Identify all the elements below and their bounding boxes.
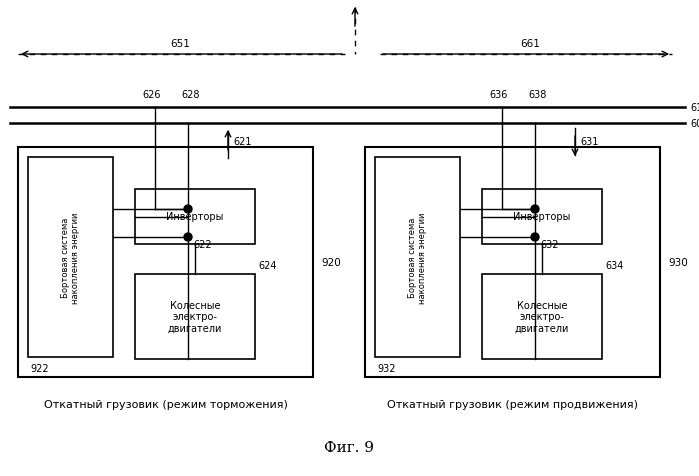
- Bar: [375, 158, 460, 357]
- Text: 626: 626: [143, 90, 161, 100]
- Bar: [482, 275, 602, 359]
- Text: 608: 608: [690, 119, 699, 129]
- Bar: [135, 275, 255, 359]
- Text: Инверторы: Инверторы: [513, 212, 570, 222]
- Bar: [365, 148, 660, 377]
- Circle shape: [531, 206, 539, 214]
- Text: Инверторы: Инверторы: [166, 212, 224, 222]
- Text: 932: 932: [377, 363, 396, 373]
- Text: 610: 610: [690, 103, 699, 113]
- Text: Бортовая система
накопления энергии: Бортовая система накопления энергии: [408, 212, 427, 303]
- Text: Фиг. 9: Фиг. 9: [324, 440, 374, 454]
- Text: 631: 631: [580, 137, 598, 147]
- Text: 661: 661: [520, 39, 540, 49]
- Text: Колесные
электро-
двигатели: Колесные электро- двигатели: [514, 300, 569, 333]
- Text: 920: 920: [321, 258, 340, 268]
- Bar: [482, 189, 602, 245]
- Text: 634: 634: [605, 260, 624, 270]
- Text: Бортовая система
накопления энергии: Бортовая система накопления энергии: [61, 212, 80, 303]
- Bar: [135, 189, 255, 245]
- Text: Откатный грузовик (режим торможения): Откатный грузовик (режим торможения): [43, 399, 287, 409]
- Text: 632: 632: [540, 239, 559, 249]
- Text: 636: 636: [490, 90, 508, 100]
- Text: 624: 624: [258, 260, 277, 270]
- Text: 651: 651: [170, 39, 190, 49]
- Circle shape: [184, 234, 192, 241]
- Text: Колесные
электро-
двигатели: Колесные электро- двигатели: [168, 300, 222, 333]
- Bar: [18, 148, 313, 377]
- Text: 922: 922: [30, 363, 49, 373]
- Circle shape: [531, 234, 539, 241]
- Bar: [28, 158, 113, 357]
- Text: 621: 621: [233, 137, 252, 147]
- Text: 638: 638: [529, 90, 547, 100]
- Text: Откатный грузовик (режим продвижения): Откатный грузовик (режим продвижения): [387, 399, 638, 409]
- Text: 930: 930: [668, 258, 688, 268]
- Text: 622: 622: [193, 239, 212, 249]
- Circle shape: [184, 206, 192, 214]
- Text: 628: 628: [182, 90, 200, 100]
